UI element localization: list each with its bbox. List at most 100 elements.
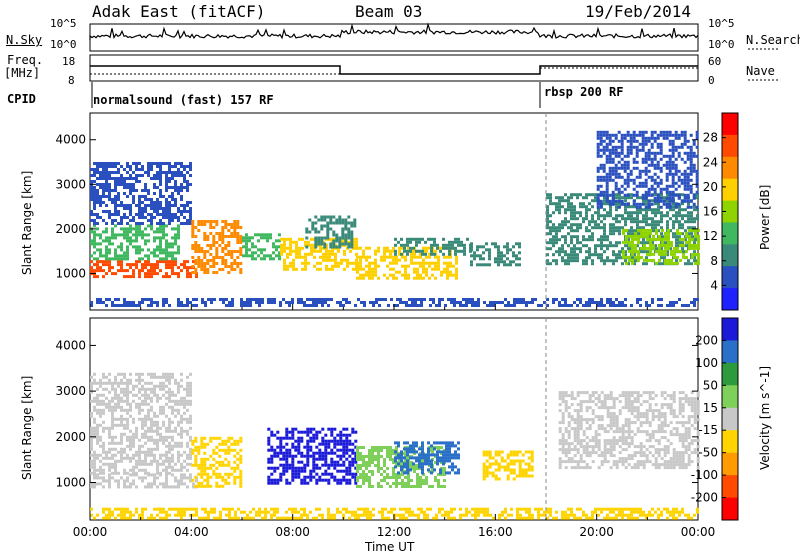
data-cell-velocity-1: [156, 375, 159, 379]
data-cell-power-2: [165, 213, 168, 216]
data-cell-velocity-4: [410, 461, 413, 464]
data-cell-power-5: [286, 264, 289, 268]
data-cell-power-1: [129, 224, 132, 228]
data-cell-power-1: [96, 242, 99, 246]
data-cell-power-5: [283, 246, 286, 250]
data-cell-velocity-1: [111, 456, 114, 460]
data-cell-power-11: [697, 252, 700, 256]
data-cell-velocity-4: [404, 482, 407, 485]
data-cell-power-12: [620, 133, 624, 137]
data-cell-power-2: [177, 207, 180, 210]
data-cell-power-12: [674, 181, 678, 185]
data-cell-velocity-3: [348, 442, 352, 446]
data-cell-velocity-2: [203, 442, 207, 446]
data-cell-power-2: [165, 177, 168, 180]
data-cell-power-2: [159, 204, 162, 207]
data-cell-power-8: [433, 252, 436, 256]
data-cell-power-12: [620, 145, 624, 149]
data-cell-velocity-1: [123, 468, 126, 472]
data-cell-power-7: [425, 273, 428, 277]
data-cell-power-2: [96, 168, 99, 171]
data-cell-power-0: [147, 263, 150, 267]
data-cell-power-9: [503, 263, 506, 267]
data-cell-power-10: [624, 205, 627, 209]
data-cell-power-13: [588, 304, 591, 307]
data-cell-power-10: [573, 223, 576, 227]
data-cell-velocity-3: [324, 457, 328, 461]
data-cell-power-2: [93, 201, 96, 204]
data-cell-power-5: [334, 243, 337, 247]
data-cell-power-1: [129, 239, 132, 243]
data-cell-power-2: [174, 213, 177, 216]
data-cell-power-7: [413, 249, 416, 253]
data-cell-power-10: [567, 205, 570, 209]
data-cell-velocity-1: [126, 456, 129, 460]
data-cell-power-6: [320, 242, 324, 246]
data-cell-velocity-4: [368, 461, 371, 464]
data-cell-power-10: [651, 223, 654, 227]
data-cell-power-12: [647, 136, 651, 140]
data-cell-velocity-2: [227, 475, 231, 479]
data-cell-power-8: [448, 249, 451, 253]
data-cell-velocity-1: [174, 414, 177, 418]
data-cell-power-13: [105, 304, 108, 307]
data-cell-velocity-4: [404, 458, 407, 461]
data-cell-velocity-0: [111, 476, 114, 480]
data-cell-power-13: [432, 298, 435, 301]
data-cell-velocity-5: [427, 468, 430, 472]
data-cell-velocity-1: [135, 462, 138, 466]
data-cell-velocity-3: [354, 439, 358, 443]
data-cell-power-10: [618, 232, 621, 236]
data-cell-power-13: [465, 298, 468, 301]
data-cell-power-10: [654, 211, 657, 215]
data-cell-velocity-2: [200, 481, 204, 485]
data-cell-power-12: [650, 145, 654, 149]
data-cell-velocity-2: [197, 481, 201, 485]
data-cell-power-3: [224, 253, 228, 256]
data-cell-velocity-1: [159, 435, 162, 439]
data-cell-velocity-1: [162, 462, 165, 466]
data-cell-velocity-5: [448, 459, 451, 463]
data-cell-velocity-1: [150, 429, 153, 433]
data-cell-velocity-4: [392, 449, 395, 452]
data-cell-power-11: [682, 252, 685, 256]
data-cell-power-11: [697, 258, 700, 262]
data-cell-power-13: [312, 304, 315, 307]
data-cell-power-11: [634, 249, 637, 253]
data-cell-power-10: [570, 253, 573, 257]
data-cell-power-11: [631, 252, 634, 256]
data-cell-power-13: [660, 304, 663, 307]
data-cell-power-10: [657, 223, 660, 227]
data-cell-power-11: [625, 255, 628, 259]
data-cell-power-2: [123, 186, 126, 189]
data-cell-power-13: [186, 298, 189, 301]
data-cell-power-13: [348, 301, 351, 304]
data-cell-power-4: [245, 239, 248, 243]
data-cell-power-1: [108, 257, 111, 261]
data-cell-velocity-1: [162, 408, 165, 412]
data-cell-velocity-1: [141, 408, 144, 412]
data-cell-power-10: [669, 217, 672, 221]
data-cell-power-11: [652, 258, 655, 262]
data-cell-velocity-4: [377, 485, 380, 488]
data-cell-power-8: [448, 240, 451, 244]
data-cell-velocity-2: [191, 478, 195, 482]
data-cell-power-4: [269, 236, 272, 240]
data-cell-power-10: [666, 214, 669, 218]
data-cell-velocity-1: [159, 438, 162, 442]
data-cell-power-2: [90, 168, 93, 171]
data-cell-velocity-1: [177, 444, 180, 448]
data-cell-power-3: [236, 226, 240, 229]
data-cell-velocity-4: [371, 452, 374, 455]
data-cell-power-11: [655, 231, 658, 235]
data-cell-power-0: [126, 263, 129, 267]
data-cell-power-12: [671, 181, 675, 185]
data-cell-velocity-3: [336, 463, 340, 467]
data-cell-power-11: [655, 228, 658, 232]
data-cell-power-13: [513, 301, 516, 304]
data-cell-velocity-2: [203, 451, 207, 455]
data-cell-power-13: [345, 301, 348, 304]
data-cell-power-8: [412, 246, 415, 250]
data-cell-power-12: [602, 139, 606, 143]
data-cell-velocity-2: [239, 484, 243, 488]
